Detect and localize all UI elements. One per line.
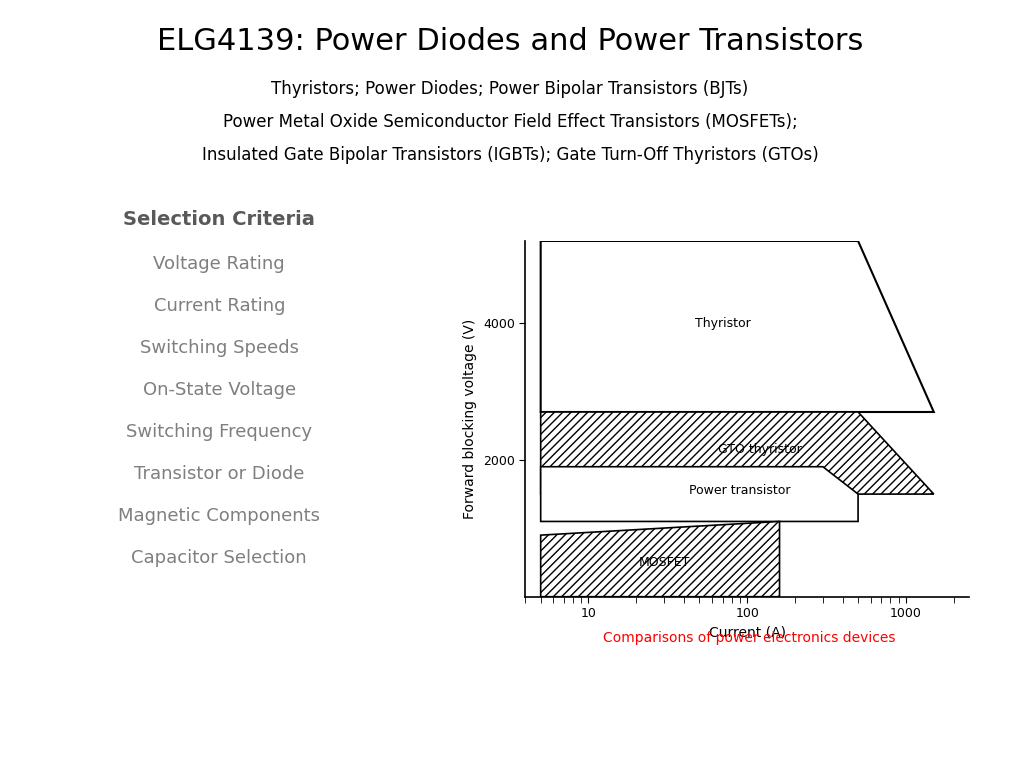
Text: On-State Voltage: On-State Voltage	[143, 381, 296, 399]
Polygon shape	[540, 522, 779, 597]
Text: Thyristors; Power Diodes; Power Bipolar Transistors (BJTs): Thyristors; Power Diodes; Power Bipolar …	[271, 80, 748, 99]
Text: Capacitor Selection: Capacitor Selection	[131, 549, 307, 568]
Polygon shape	[540, 241, 932, 412]
Text: Switching Speeds: Switching Speeds	[140, 339, 299, 357]
Text: Voltage Rating: Voltage Rating	[153, 255, 285, 273]
Text: GTO thyristor: GTO thyristor	[717, 443, 801, 456]
Text: ELG4139: Power Diodes and Power Transistors: ELG4139: Power Diodes and Power Transist…	[157, 27, 862, 56]
Polygon shape	[540, 412, 932, 494]
Y-axis label: Forward blocking voltage (V): Forward blocking voltage (V)	[463, 319, 477, 519]
Text: Insulated Gate Bipolar Transistors (IGBTs); Gate Turn-Off Thyristors (GTOs): Insulated Gate Bipolar Transistors (IGBT…	[202, 146, 817, 164]
Text: MOSFET: MOSFET	[638, 556, 689, 569]
Polygon shape	[540, 467, 857, 522]
Text: Selection Criteria: Selection Criteria	[123, 210, 315, 230]
Text: Comparisons of power electronics devices: Comparisons of power electronics devices	[603, 631, 895, 645]
Text: Switching Frequency: Switching Frequency	[126, 423, 312, 441]
Text: Thyristor: Thyristor	[694, 317, 750, 330]
X-axis label: Current (A): Current (A)	[708, 626, 785, 640]
Text: Magnetic Components: Magnetic Components	[118, 507, 320, 526]
Text: Transistor or Diode: Transistor or Diode	[133, 465, 305, 483]
Text: Power Metal Oxide Semiconductor Field Effect Transistors (MOSFETs);: Power Metal Oxide Semiconductor Field Ef…	[222, 113, 797, 132]
Text: Power transistor: Power transistor	[689, 484, 790, 497]
Text: Current Rating: Current Rating	[154, 297, 284, 315]
